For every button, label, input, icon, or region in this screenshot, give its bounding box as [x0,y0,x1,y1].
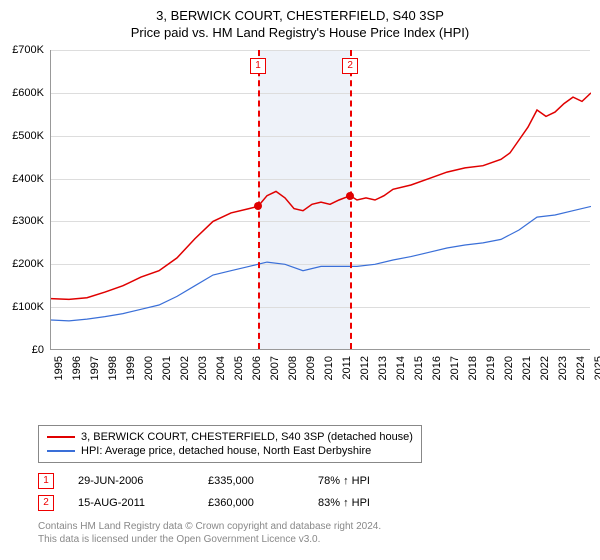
x-tick-label: 2024 [575,356,587,380]
chart-subtitle: Price paid vs. HM Land Registry's House … [0,23,600,40]
x-tick-label: 2008 [287,356,299,380]
x-tick-label: 2025 [593,356,600,380]
x-tick-label: 2019 [485,356,497,380]
x-tick-label: 2003 [197,356,209,380]
sale-price: £335,000 [208,475,318,487]
x-tick-label: 2018 [467,356,479,380]
sale-marker-dot [346,192,354,200]
chart-title: 3, BERWICK COURT, CHESTERFIELD, S40 3SP [0,0,600,23]
y-tick-label: £700K [0,44,44,56]
x-tick-label: 2016 [431,356,443,380]
series-price_paid [51,93,591,300]
y-tick-label: £0 [0,344,44,356]
x-tick-label: 2001 [161,356,173,380]
footer-line-2: This data is licensed under the Open Gov… [38,533,381,546]
chart-container: 3, BERWICK COURT, CHESTERFIELD, S40 3SP … [0,0,600,560]
sale-hpi: 83% ↑ HPI [318,497,418,509]
sale-marker-line [258,50,260,349]
x-tick-label: 2013 [377,356,389,380]
x-tick-label: 1995 [53,356,65,380]
x-tick-label: 2009 [305,356,317,380]
sale-date: 29-JUN-2006 [78,475,208,487]
sale-row: 2 15-AUG-2011£360,00083% ↑ HPI [38,492,418,514]
y-tick-label: £400K [0,173,44,185]
sale-marker-number: 1 [250,58,266,74]
sale-price: £360,000 [208,497,318,509]
sale-hpi: 78% ↑ HPI [318,475,418,487]
y-tick-label: £300K [0,215,44,227]
x-tick-label: 2010 [323,356,335,380]
sales-table: 1 29-JUN-2006£335,00078% ↑ HPI 2 15-AUG-201… [38,470,418,514]
footer-attribution: Contains HM Land Registry data © Crown c… [38,520,381,546]
x-tick-label: 2015 [413,356,425,380]
y-tick-label: £600K [0,87,44,99]
plot-area: 12 [50,50,590,350]
legend: 3, BERWICK COURT, CHESTERFIELD, S40 3SP … [38,425,422,463]
x-tick-label: 2020 [503,356,515,380]
sale-row-number: 1 [38,473,54,489]
y-tick-label: £100K [0,301,44,313]
x-tick-label: 2006 [251,356,263,380]
x-tick-label: 1998 [107,356,119,380]
footer-line-1: Contains HM Land Registry data © Crown c… [38,520,381,533]
sale-marker-dot [254,202,262,210]
x-tick-label: 2011 [341,356,353,380]
x-tick-label: 1997 [89,356,101,380]
sale-marker-number: 2 [342,58,358,74]
legend-swatch [47,450,75,452]
x-tick-label: 2000 [143,356,155,380]
sale-row: 1 29-JUN-2006£335,00078% ↑ HPI [38,470,418,492]
x-tick-label: 2004 [215,356,227,380]
y-tick-label: £200K [0,258,44,270]
y-tick-label: £500K [0,130,44,142]
sale-row-number: 2 [38,495,54,511]
x-tick-label: 2023 [557,356,569,380]
legend-row: HPI: Average price, detached house, Nort… [47,444,413,458]
x-tick-label: 2014 [395,356,407,380]
x-tick-label: 2005 [233,356,245,380]
x-tick-label: 2012 [359,356,371,380]
x-tick-label: 2007 [269,356,281,380]
chart-area: £0£100K£200K£300K£400K£500K£600K£700K 12… [50,50,590,385]
x-tick-label: 1999 [125,356,137,380]
x-tick-label: 2017 [449,356,461,380]
x-tick-label: 2002 [179,356,191,380]
x-tick-label: 2022 [539,356,551,380]
legend-swatch [47,436,75,438]
series-hpi [51,206,591,321]
legend-label: 3, BERWICK COURT, CHESTERFIELD, S40 3SP … [81,431,413,443]
line-series-svg [51,50,591,350]
x-tick-label: 2021 [521,356,533,380]
sale-date: 15-AUG-2011 [78,497,208,509]
legend-label: HPI: Average price, detached house, Nort… [81,445,371,457]
legend-row: 3, BERWICK COURT, CHESTERFIELD, S40 3SP … [47,430,413,444]
x-tick-label: 1996 [71,356,83,380]
